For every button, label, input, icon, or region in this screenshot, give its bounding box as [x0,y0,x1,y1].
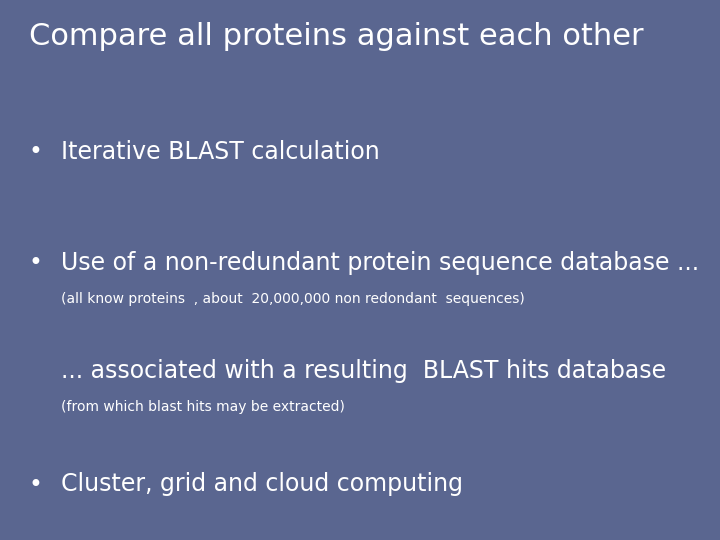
Text: Compare all proteins against each other: Compare all proteins against each other [29,22,644,51]
Text: ... associated with a resulting  BLAST hits database: ... associated with a resulting BLAST hi… [61,359,666,383]
Text: (from which blast hits may be extracted): (from which blast hits may be extracted) [61,400,345,414]
Text: •: • [29,251,42,275]
Text: (all know proteins  , about  20,000,000 non redondant  sequences): (all know proteins , about 20,000,000 no… [61,292,525,306]
Text: Use of a non-redundant protein sequence database ...: Use of a non-redundant protein sequence … [61,251,699,275]
Text: •: • [29,140,42,164]
Text: Iterative BLAST calculation: Iterative BLAST calculation [61,140,380,164]
Text: Cluster, grid and cloud computing: Cluster, grid and cloud computing [61,472,463,496]
Text: •: • [29,472,42,496]
